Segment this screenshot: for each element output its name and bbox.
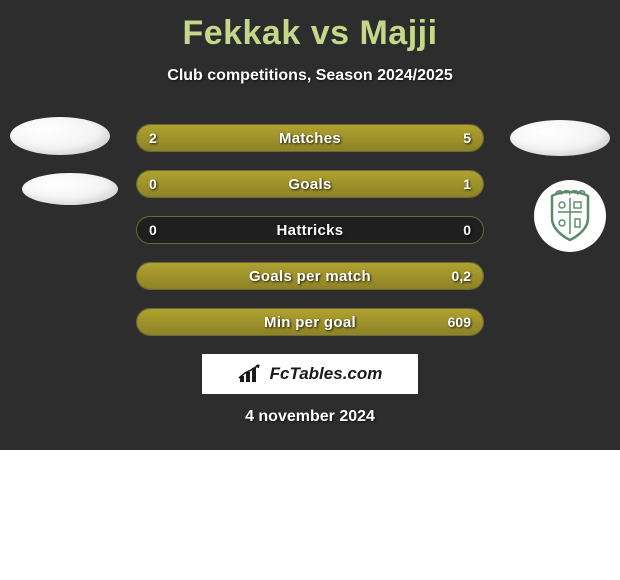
subtitle: Club competitions, Season 2024/2025: [0, 67, 620, 85]
brand-box[interactable]: FcTables.com: [202, 354, 418, 394]
club-left-crest-placeholder: [22, 173, 118, 205]
stat-label: Hattricks: [137, 217, 483, 243]
comparison-card: Fekkak vs Majji Club competitions, Seaso…: [0, 0, 620, 450]
stat-value-right: 609: [448, 309, 471, 335]
snapshot-date: 4 november 2024: [0, 408, 620, 426]
stat-row: 0 Hattricks 0: [136, 216, 484, 244]
stat-value-right: 0,2: [452, 263, 471, 289]
player-left-avatar-placeholder: [10, 117, 110, 155]
stat-label: Goals per match: [137, 263, 483, 289]
shield-crest-icon: [542, 188, 598, 244]
stat-row: Min per goal 609: [136, 308, 484, 336]
brand-text: FcTables.com: [270, 364, 383, 384]
stat-label: Min per goal: [137, 309, 483, 335]
stat-value-right: 1: [463, 171, 471, 197]
stat-row: Goals per match 0,2: [136, 262, 484, 290]
stat-bars: 2 Matches 5 0 Goals 1 0 Hattricks 0 Goal…: [136, 124, 484, 354]
stat-value-right: 5: [463, 125, 471, 151]
bar-chart-icon: [238, 364, 264, 384]
club-right-crest: [534, 180, 606, 252]
stat-row: 2 Matches 5: [136, 124, 484, 152]
stat-label: Matches: [137, 125, 483, 151]
stat-row: 0 Goals 1: [136, 170, 484, 198]
stat-value-right: 0: [463, 217, 471, 243]
page-title: Fekkak vs Majji: [0, 0, 620, 53]
stat-label: Goals: [137, 171, 483, 197]
player-right-avatar-placeholder: [510, 120, 610, 156]
